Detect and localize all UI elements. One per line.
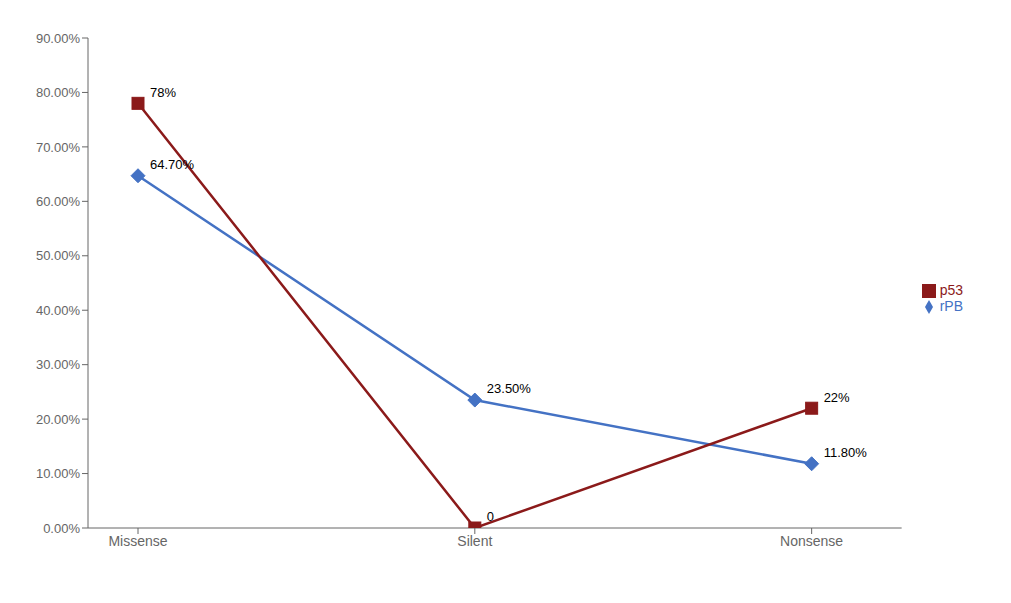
svg-text:40.00%: 40.00%	[36, 303, 81, 318]
svg-text:78%: 78%	[150, 85, 176, 100]
svg-text:23.50%: 23.50%	[487, 381, 532, 396]
html-text:rPB: rPB	[939, 298, 963, 314]
svg-text:80.00%: 80.00%	[36, 85, 81, 100]
svg-text:Silent: Silent	[457, 533, 492, 549]
svg-text:70.00%: 70.00%	[36, 140, 81, 155]
html-text:p53: p53	[939, 281, 963, 298]
svg-text:0: 0	[487, 509, 494, 524]
svg-text:0.00%: 0.00%	[43, 521, 80, 536]
svg-text:20.00%: 20.00%	[36, 412, 81, 427]
svg-text:Nonsense: Nonsense	[780, 533, 843, 549]
svg-text:50.00%: 50.00%	[36, 248, 81, 263]
svg-text:30.00%: 30.00%	[36, 357, 81, 372]
svg-text:10.00%: 10.00%	[36, 466, 81, 481]
svg-text:Missense: Missense	[108, 533, 167, 549]
svg-text:22%: 22%	[824, 390, 850, 405]
svg-text:60.00%: 60.00%	[36, 194, 81, 209]
svg-text:64.70%: 64.70%	[150, 157, 195, 172]
svg-text:11.80%: 11.80%	[824, 445, 868, 460]
svg-text:90.00%: 90.00%	[36, 31, 81, 46]
